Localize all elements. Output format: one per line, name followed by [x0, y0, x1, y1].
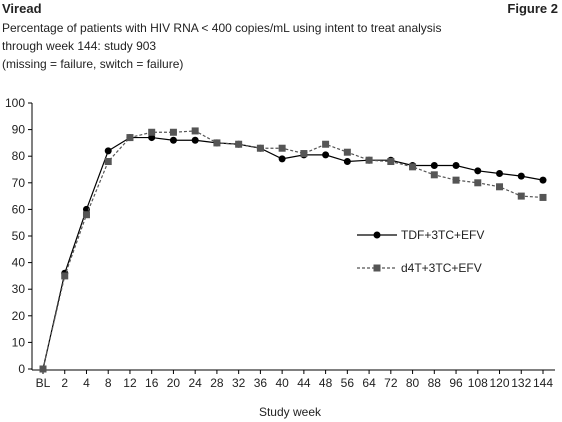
marker: [430, 171, 438, 179]
x-tick-label: 40: [275, 376, 289, 390]
marker: [343, 158, 351, 166]
legend-marker: [373, 231, 381, 239]
marker: [126, 134, 134, 142]
marker: [409, 163, 417, 171]
y-tick-label: 20: [12, 309, 26, 323]
marker: [169, 136, 177, 144]
legend-label: d4T+3TC+EFV: [401, 261, 482, 275]
x-tick-label: 24: [188, 376, 202, 390]
legend-label: TDF+3TC+EFV: [401, 228, 484, 242]
x-tick-label: BL: [36, 376, 51, 390]
y-tick-label: 90: [12, 123, 26, 137]
subtitle-line: Percentage of patients with HIV RNA < 40…: [2, 21, 441, 35]
marker: [452, 176, 460, 184]
marker: [235, 140, 243, 148]
marker: [365, 156, 373, 164]
x-tick-label: 56: [341, 376, 355, 390]
marker: [322, 140, 330, 148]
y-tick-label: 40: [12, 256, 26, 270]
x-tick-label: 80: [406, 376, 420, 390]
marker: [278, 155, 286, 163]
y-tick-label: 100: [5, 96, 25, 110]
marker: [430, 162, 438, 170]
x-tick-label: 132: [511, 376, 531, 390]
x-tick-label: 36: [254, 376, 268, 390]
marker: [148, 134, 156, 142]
x-tick-label: 28: [210, 376, 224, 390]
x-tick-label: 8: [105, 376, 112, 390]
y-tick-label: 10: [12, 335, 26, 349]
x-tick-label: 120: [490, 376, 510, 390]
x-tick-label: 44: [297, 376, 311, 390]
marker: [474, 167, 482, 175]
x-tick-label: 32: [232, 376, 246, 390]
y-tick-label: 50: [12, 229, 26, 243]
x-tick-label: 96: [449, 376, 463, 390]
series-line: [42, 136, 544, 370]
figure-label: Figure 2: [507, 1, 558, 16]
brand: Viread: [2, 1, 42, 16]
x-tick-label: 4: [83, 376, 90, 390]
x-tick-label: 64: [362, 376, 376, 390]
x-tick-label: 12: [123, 376, 137, 390]
x-axis-title: Study week: [259, 405, 322, 419]
y-tick-label: 70: [12, 176, 26, 190]
marker: [539, 193, 547, 201]
x-tick-label: 16: [145, 376, 159, 390]
marker: [213, 139, 221, 147]
marker: [191, 136, 199, 144]
marker: [539, 176, 547, 184]
y-tick-label: 60: [12, 202, 26, 216]
x-tick-label: 88: [428, 376, 442, 390]
x-tick-label: 144: [533, 376, 553, 390]
y-tick-label: 30: [12, 282, 26, 296]
marker: [517, 192, 525, 200]
marker: [256, 144, 264, 152]
marker: [148, 128, 156, 136]
series-line: [42, 130, 544, 370]
marker: [278, 144, 286, 152]
marker: [343, 148, 351, 156]
marker: [82, 205, 90, 213]
x-tick-label: 2: [61, 376, 68, 390]
subtitle-line: through week 144: study 903: [2, 39, 156, 53]
x-tick-label: 20: [167, 376, 181, 390]
x-tick-label: 72: [384, 376, 398, 390]
y-tick-label: 80: [12, 149, 26, 163]
subtitle-line: (missing = failure, switch = failure): [2, 57, 183, 71]
legend-marker: [373, 264, 381, 272]
marker: [104, 158, 112, 166]
marker: [82, 211, 90, 219]
marker: [169, 128, 177, 136]
marker: [39, 365, 47, 373]
marker: [61, 272, 69, 280]
marker: [191, 127, 199, 135]
marker: [104, 147, 112, 155]
marker: [322, 151, 330, 159]
marker: [387, 158, 395, 166]
y-tick-label: 0: [18, 362, 25, 376]
marker: [452, 162, 460, 170]
marker: [517, 172, 525, 180]
x-tick-label: 108: [468, 376, 488, 390]
marker: [496, 183, 504, 191]
x-tick-label: 48: [319, 376, 333, 390]
marker: [496, 169, 504, 177]
marker: [300, 150, 308, 158]
marker: [474, 179, 482, 187]
